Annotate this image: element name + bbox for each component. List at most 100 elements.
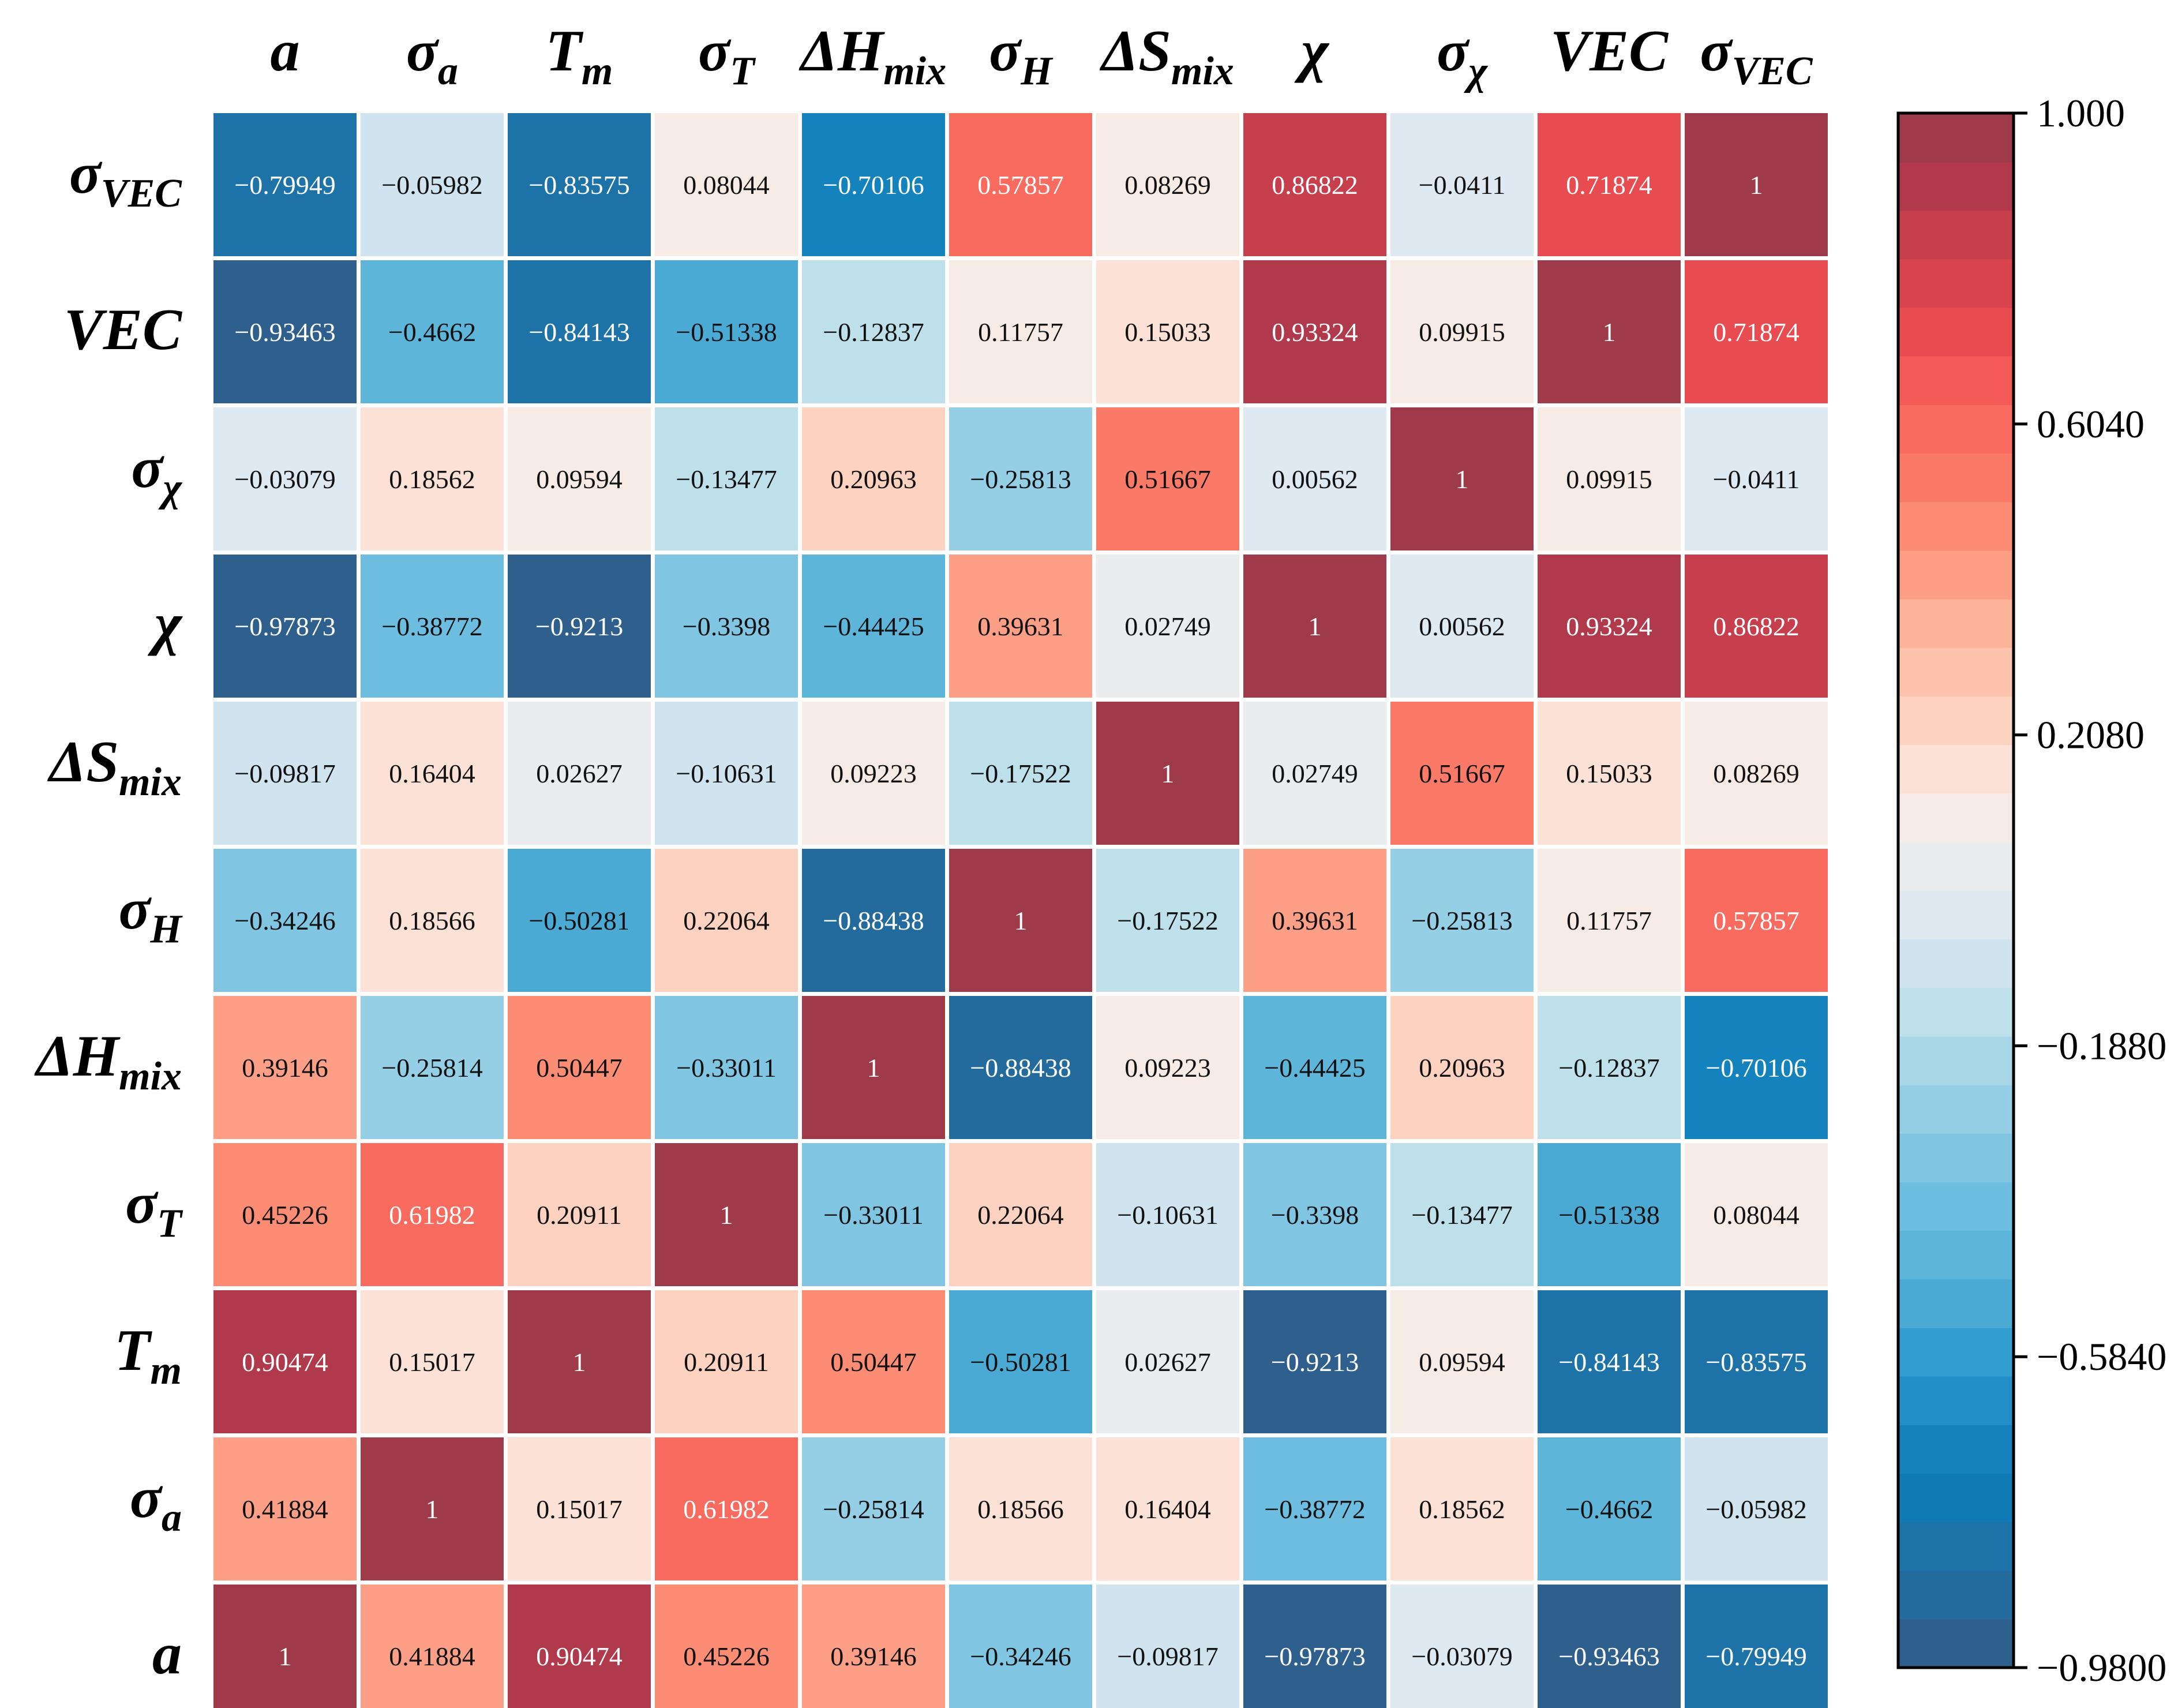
column-labels: a σa Tm σT ΔHmix σH ΔSmix χ σχ VEC σVEC xyxy=(271,18,1813,93)
colorbar-segment xyxy=(1898,696,2014,746)
heatmap-cell xyxy=(802,113,945,256)
heatmap-cell xyxy=(949,849,1092,992)
heatmap-cell xyxy=(1096,1437,1239,1580)
heatmap-cell xyxy=(213,407,357,550)
cell-value-label: −0.9213 xyxy=(535,612,623,641)
heatmap-cell xyxy=(1243,849,1386,992)
cell-value-label: 0.18562 xyxy=(1419,1494,1505,1524)
heatmap-cell xyxy=(1538,1437,1681,1580)
cell-value-label: 0.71874 xyxy=(1713,317,1800,347)
colorbar-segment xyxy=(1898,1425,2014,1474)
colorbar-segment xyxy=(1898,987,2014,1037)
heatmap-cell xyxy=(213,1143,357,1286)
heatmap-cell xyxy=(949,702,1092,845)
cell-value-label: 0.09594 xyxy=(536,465,623,494)
heatmap-cell xyxy=(213,113,357,256)
heatmap-cell xyxy=(361,702,504,845)
colorbar-segment xyxy=(1898,793,2014,842)
colorbar-segment xyxy=(1898,647,2014,697)
colorbar-segment xyxy=(1898,550,2014,600)
heatmap-cell xyxy=(1685,260,1828,403)
heatmap-cell xyxy=(949,555,1092,698)
heatmap-cell xyxy=(1243,1290,1386,1433)
cell-value-label: 0.93324 xyxy=(1566,612,1652,641)
heatmap-cell xyxy=(361,1290,504,1433)
cell-value-label: −0.44425 xyxy=(823,612,924,641)
cell-value-label: −0.83575 xyxy=(528,170,629,200)
heatmap-cell xyxy=(1685,996,1828,1139)
row-label-delta-s-mix: ΔSmix xyxy=(47,729,182,804)
heatmap-cell xyxy=(1243,1143,1386,1286)
cell-value-label: 0.20911 xyxy=(684,1347,769,1377)
heatmap-cell xyxy=(1390,1143,1534,1286)
heatmap-cell xyxy=(1096,702,1239,845)
row-label-sigma-chi: σχ xyxy=(131,435,182,510)
column-label-sigma-h: σH xyxy=(989,18,1054,93)
colorbar-segment xyxy=(1898,355,2014,405)
heatmap-cell xyxy=(508,996,651,1139)
cell-value-label: 0.45226 xyxy=(683,1642,770,1671)
cell-value-label: −0.38772 xyxy=(381,612,482,641)
row-label-a: a xyxy=(152,1621,182,1687)
cell-value-label: 0.09223 xyxy=(1124,1053,1211,1083)
cell-value-label: 0.50447 xyxy=(830,1347,917,1377)
column-label-sigma-chi: σχ xyxy=(1437,18,1488,93)
cell-value-label: −0.12837 xyxy=(823,317,924,347)
heatmap-cell xyxy=(361,113,504,256)
cell-value-label: 0.16404 xyxy=(1124,1494,1211,1524)
cell-value-label: −0.50281 xyxy=(970,1347,1071,1377)
cell-value-label: −0.09817 xyxy=(234,759,335,788)
cell-value-label: −0.3398 xyxy=(1271,1200,1359,1230)
cell-value-label: 0.15033 xyxy=(1124,317,1211,347)
cell-value-label: 0.20963 xyxy=(1419,1053,1505,1083)
heatmap-cell xyxy=(1096,1143,1239,1286)
heatmap-cell xyxy=(1685,1437,1828,1580)
heatmap-cell xyxy=(949,1437,1092,1580)
colorbar-frame xyxy=(1896,111,2015,1669)
cell-value-label: −0.25814 xyxy=(381,1053,482,1083)
cell-value-label: −0.97873 xyxy=(234,612,335,641)
colorbar-tick-label: 0.2080 xyxy=(2037,713,2145,757)
heatmap-cell xyxy=(213,1290,357,1433)
cell-value-label: −0.84143 xyxy=(1558,1347,1659,1377)
cell-value-label: −0.13477 xyxy=(676,465,777,494)
cell-value-label: 0.22064 xyxy=(683,906,770,935)
column-label-t-m: Tm xyxy=(546,18,613,93)
heatmap-cell xyxy=(1685,1290,1828,1433)
heatmap-cell xyxy=(1243,555,1386,698)
colorbar-segment xyxy=(1898,744,2014,794)
cell-value-label: 0.18566 xyxy=(389,906,475,935)
cell-value-label: 1 xyxy=(1161,759,1175,788)
colorbar-segment xyxy=(1898,307,2014,357)
column-label-delta-h-mix: ΔHmix xyxy=(799,18,946,93)
row-label-vec: VEC xyxy=(64,297,182,362)
cell-value-label: 0.51667 xyxy=(1124,465,1211,494)
cell-value-label: −0.79949 xyxy=(234,170,335,200)
cell-value-label: 0.02749 xyxy=(1124,612,1211,641)
cell-value-label: −0.09817 xyxy=(1117,1642,1218,1671)
cell-value-label: 0.61982 xyxy=(683,1494,770,1524)
colorbar-tick-label: 0.6040 xyxy=(2037,402,2145,446)
heatmap-cell xyxy=(1096,996,1239,1139)
colorbar-segment xyxy=(1898,890,2014,939)
column-label-sigma-vec: σVEC xyxy=(1700,18,1813,93)
colorbar-segment xyxy=(1898,841,2014,891)
heatmap-cell xyxy=(655,1437,798,1580)
cell-value-label: −0.25813 xyxy=(970,465,1071,494)
heatmap-cell xyxy=(1096,849,1239,992)
cell-value-label: −0.10631 xyxy=(676,759,777,788)
heatmap-cell xyxy=(1390,113,1534,256)
heatmap-cell xyxy=(1243,260,1386,403)
row-label-sigma-a: σa xyxy=(130,1465,182,1540)
heatmap-cell xyxy=(361,407,504,550)
colorbar-tick-label: −0.9800 xyxy=(2037,1646,2166,1690)
heatmap-cell xyxy=(1243,113,1386,256)
cell-value-label: −0.88438 xyxy=(970,1053,1071,1083)
heatmap-cell xyxy=(1096,1585,1239,1708)
heatmap-cell xyxy=(1685,407,1828,550)
heatmap-cell xyxy=(213,1437,357,1580)
cell-value-label: 0.15017 xyxy=(389,1347,475,1377)
colorbar-tick-label: −0.1880 xyxy=(2037,1024,2166,1068)
colorbar-segment xyxy=(1898,404,2014,454)
